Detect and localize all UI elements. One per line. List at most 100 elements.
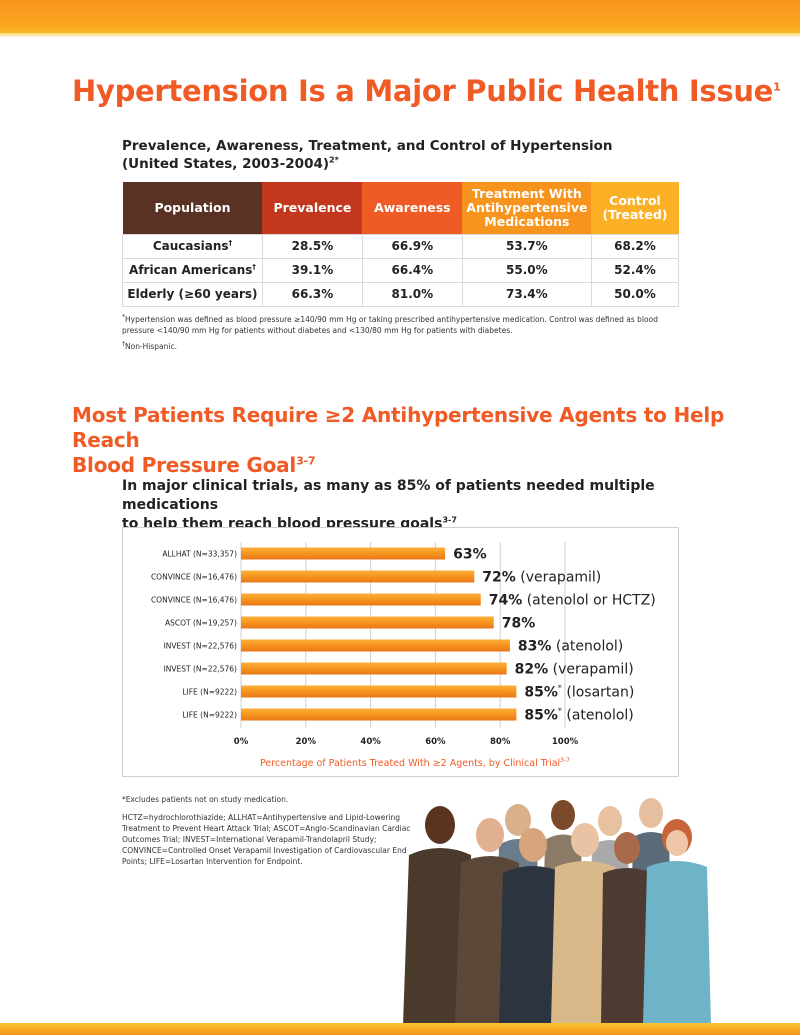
bar-value: 74% — [489, 593, 523, 609]
header-population: Population — [122, 182, 263, 234]
bar-value-note: (verapamil) — [548, 662, 634, 678]
top-band-highlight — [0, 33, 800, 38]
page-title-reference: 1 — [773, 80, 781, 94]
section-title-line1: Most Patients Require ≥2 Antihypertensiv… — [72, 403, 725, 452]
table-caption: Prevalence, Awareness, Treatment, and Co… — [122, 137, 682, 173]
x-tick-label: 60% — [425, 737, 446, 747]
bar-value: 85% — [524, 685, 558, 701]
category-label: LIFE (N=9222) — [182, 688, 237, 697]
population-label: African Americans — [129, 263, 253, 277]
section-title-line2: Blood Pressure Goal — [72, 453, 297, 477]
trial-bar-chart: 0% 20% 40% 60% 80% 100% ALLHAT (N=33,357) 63% CO… — [122, 527, 679, 777]
bar-value-label: 72% (verapamil) — [482, 570, 601, 586]
bar-value-mark: * — [558, 707, 562, 716]
page-title: Hypertension Is a Major Public Health Is… — [72, 74, 781, 108]
bar-value-label: 82% (verapamil) — [515, 662, 634, 678]
footnote-mark: † — [122, 340, 125, 348]
bar-value-label: 85%* (losartan) — [524, 684, 634, 701]
x-tick-label: 0% — [234, 737, 249, 747]
section-title-line2-wrap: Blood Pressure Goal3-7 — [72, 453, 772, 478]
x-tick-label: 80% — [490, 737, 511, 747]
bottom-decorative-band — [0, 1023, 800, 1035]
table-caption-reference: 2* — [329, 155, 339, 165]
table-caption-line2: (United States, 2003-2004) — [122, 156, 330, 172]
bar — [241, 547, 446, 560]
bar-value: 85% — [524, 708, 558, 724]
header-control: Control (Treated) — [591, 182, 679, 234]
population-label: Caucasians — [152, 239, 229, 253]
category-label: INVEST (N=22,576) — [164, 665, 237, 674]
header-prevalence: Prevalence — [262, 182, 363, 234]
excludes-footnote: *Excludes patients not on study medicati… — [122, 795, 289, 804]
header-awareness: Awareness — [362, 182, 463, 234]
category-label: ASCOT (N=19,257) — [165, 619, 237, 628]
nonhispanic-footnote: †Non-Hispanic. — [122, 340, 177, 351]
population-mark: † — [228, 239, 233, 247]
x-axis-label-reference: 3-7 — [560, 757, 570, 764]
table-row: African Americans† 39.1% 66.4% 55.0% 52.… — [122, 257, 680, 283]
table-row: Caucasians† 28.5% 66.9% 53.7% 68.2% — [122, 233, 680, 259]
cell-awareness: 66.9% — [361, 233, 463, 259]
page-title-text: Hypertension Is a Major Public Health Is… — [72, 74, 774, 108]
bar-value-note: (atenolol or HCTZ) — [522, 593, 656, 609]
hypertension-stats-table: Population Prevalence Awareness Treatmen… — [122, 182, 680, 307]
chart-labels: 0% 20% 40% 60% 80% 100% ALLHAT (N=33,357) 63% CO… — [151, 547, 656, 770]
footnote-text: Non-Hispanic. — [125, 342, 177, 351]
bar-value: 78% — [502, 616, 536, 632]
x-axis-label: Percentage of Patients Treated With ≥2 A… — [260, 757, 570, 769]
bar-value: 82% — [515, 662, 549, 678]
bar — [241, 639, 510, 652]
category-label: CONVINCE (N=16,476) — [151, 573, 237, 582]
footnote-text: Hypertension was defined as blood pressu… — [122, 315, 658, 335]
bar-value: 72% — [482, 570, 516, 586]
category-label: INVEST (N=22,576) — [164, 642, 237, 651]
header-treatment: Treatment With Antihypertensive Medicati… — [462, 182, 592, 234]
cell-prevalence: 39.1% — [261, 257, 363, 283]
cell-prevalence: 66.3% — [261, 281, 363, 307]
x-tick-label: 100% — [552, 737, 579, 747]
chart-lead-reference: 3-7 — [442, 515, 457, 525]
cell-population: Elderly (≥60 years) — [122, 281, 263, 307]
cell-population: Caucasians† — [122, 233, 263, 259]
footnote-mark: * — [122, 313, 125, 321]
category-label: ALLHAT (N=33,357) — [162, 550, 237, 559]
bar — [241, 616, 494, 629]
bar-value-note: (verapamil) — [516, 570, 602, 586]
cell-population: African Americans† — [122, 257, 263, 283]
bar-value-label: 85%* (atenolol) — [524, 707, 633, 724]
bar — [241, 685, 517, 698]
bar-value-note: (atenolol) — [562, 708, 634, 724]
section-title: Most Patients Require ≥2 Antihypertensiv… — [72, 403, 772, 478]
person-front-row — [403, 806, 711, 1025]
bar-value-label: 74% (atenolol or HCTZ) — [489, 593, 656, 609]
x-tick-label: 20% — [296, 737, 317, 747]
table-header-row: Population Prevalence Awareness Treatmen… — [122, 182, 679, 234]
bar-value-note: (losartan) — [562, 685, 634, 701]
chart-lead-text: In major clinical trials, as many as 85%… — [122, 477, 722, 534]
chart-svg: 0% 20% 40% 60% 80% 100% ALLHAT (N=33,357) 63% CO… — [151, 542, 656, 770]
table-caption-line1: Prevalence, Awareness, Treatment, and Co… — [122, 138, 613, 154]
cell-treatment: 73.4% — [461, 281, 592, 307]
cell-awareness: 81.0% — [361, 281, 463, 307]
bar-value-label: 83% (atenolol) — [518, 639, 623, 655]
bar-value-label: 63% — [453, 547, 487, 563]
bar-value-note: (atenolol) — [551, 639, 623, 655]
population-label: Elderly (≥60 years) — [127, 287, 258, 301]
cell-treatment: 53.7% — [461, 233, 592, 259]
chart-bars — [241, 547, 517, 721]
cell-prevalence: 28.5% — [261, 233, 363, 259]
cell-awareness: 66.4% — [361, 257, 463, 283]
cell-control: 68.2% — [590, 233, 680, 259]
table-row: Elderly (≥60 years) 66.3% 81.0% 73.4% 50… — [122, 281, 680, 307]
chart-lead-line1: In major clinical trials, as many as 85%… — [122, 478, 655, 513]
group-of-people-photo — [403, 798, 711, 1025]
bar — [241, 593, 481, 606]
hypertension-definition-footnote: *Hypertension was defined as blood press… — [122, 314, 682, 336]
abbreviations-footnote: HCTZ=hydrochlorothiazide; ALLHAT=Antihyp… — [122, 813, 411, 866]
cell-control: 50.0% — [590, 281, 680, 307]
x-axis-label-text: Percentage of Patients Treated With ≥2 A… — [260, 758, 560, 769]
bar — [241, 570, 475, 583]
bar-value: 63% — [453, 547, 487, 563]
population-mark: † — [252, 263, 256, 271]
table-caption-line2-wrap: (United States, 2003-2004)2* — [122, 155, 682, 173]
